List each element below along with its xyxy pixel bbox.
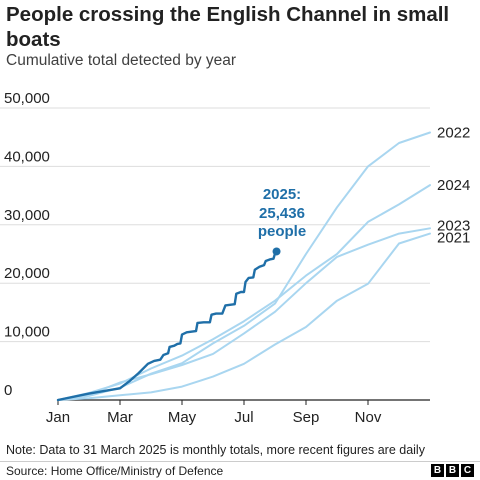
x-tick-label: Jul	[234, 409, 253, 426]
series-label-2023: 2023	[437, 217, 470, 234]
series-label-2024: 2024	[437, 177, 470, 194]
series-line-2022	[57, 131, 431, 401]
chart-title: People crossing the English Channel in s…	[6, 3, 450, 51]
x-tick-label: Nov	[355, 409, 382, 426]
series-line-2024	[57, 184, 431, 401]
y-tick-label: 30,000	[4, 207, 50, 224]
series-line-2021	[57, 232, 431, 401]
y-tick-label: 10,000	[4, 324, 50, 341]
series-label-2021: 2021	[437, 230, 470, 247]
x-tick-label: Sep	[293, 409, 320, 426]
y-tick-label: 40,000	[4, 148, 50, 165]
y-tick-label: 50,000	[4, 90, 50, 107]
footer-divider	[0, 461, 480, 462]
annotation-line: 25,436	[259, 205, 305, 222]
footnote: Note: Data to 31 March 2025 is monthly t…	[6, 443, 425, 457]
source-text: Source: Home Office/Ministry of Defence	[6, 464, 224, 478]
series-label-2022: 2022	[437, 125, 470, 142]
logo-letter: B	[431, 464, 444, 477]
y-tick-label: 0	[4, 382, 12, 399]
series-line-2023	[57, 227, 431, 401]
annotation-line: people	[258, 223, 306, 240]
series-line-2025	[56, 250, 278, 402]
bbc-logo: B B C	[431, 464, 474, 477]
line-chart: 0 10,000 20,000 30,000 40,000 50,000 Jan Mar May…	[0, 90, 470, 426]
y-tick-label: 20,000	[4, 265, 50, 282]
chart-subtitle: Cumulative total detected by year	[6, 52, 237, 69]
logo-letter: B	[446, 464, 459, 477]
annotation-line: 2025:	[263, 186, 301, 203]
series-endpoint-2025	[272, 247, 281, 256]
x-tick-label: May	[168, 409, 197, 426]
logo-letter: C	[461, 464, 474, 477]
x-tick-label: Jan	[46, 409, 70, 426]
x-tick-label: Mar	[107, 409, 133, 426]
